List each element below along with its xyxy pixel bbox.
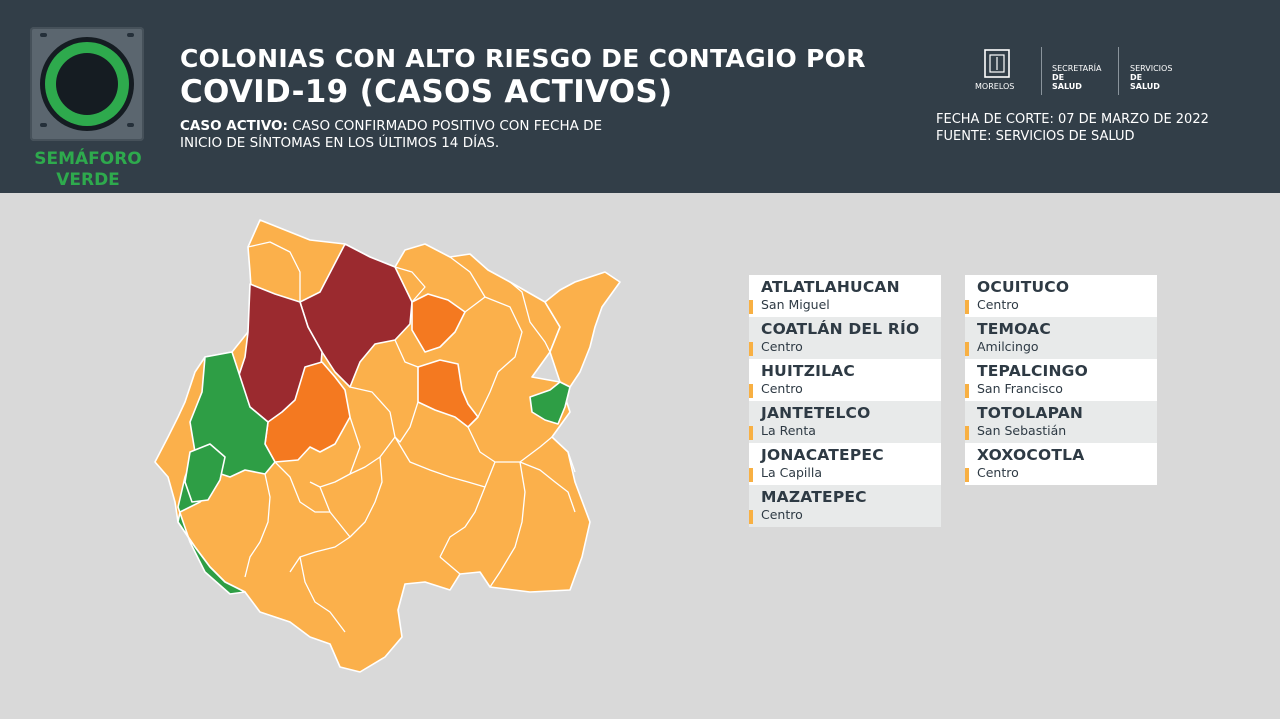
list-item: TEPALCINGO San Francisco bbox=[965, 359, 1157, 401]
screw-icon bbox=[127, 123, 134, 127]
meta-info: FECHA DE CORTE: 07 DE MARZO DE 2022 FUEN… bbox=[936, 111, 1209, 145]
orange-marker bbox=[749, 426, 753, 440]
colonia-name: Amilcingo bbox=[977, 339, 1039, 354]
list-item: MAZATEPEC Centro bbox=[749, 485, 941, 527]
colonia-name: San Francisco bbox=[977, 381, 1063, 396]
orange-marker bbox=[965, 342, 969, 356]
divider bbox=[1118, 47, 1119, 95]
servicios-label-1: SERVICIOS bbox=[1130, 64, 1173, 73]
colonia-name: Centro bbox=[761, 381, 803, 396]
badge-label-1: SEMÁFORO bbox=[34, 149, 142, 169]
traffic-light-badge bbox=[30, 27, 144, 141]
orange-marker bbox=[965, 426, 969, 440]
list-item: TEMOAC Amilcingo bbox=[965, 317, 1157, 359]
morelos-label: MORELOS bbox=[975, 82, 1015, 91]
orange-marker bbox=[749, 468, 753, 482]
definition-text-1: CASO CONFIRMADO POSITIVO CON FECHA DE bbox=[292, 118, 603, 134]
municipio-name: TEMOAC bbox=[977, 320, 1051, 338]
orange-marker bbox=[749, 300, 753, 314]
title-line-2: COVID-19 (CASOS ACTIVOS) bbox=[180, 74, 673, 110]
list-item: XOXOCOTLA Centro bbox=[965, 443, 1157, 485]
secretaria-label-2: DE SALUD bbox=[1052, 73, 1082, 91]
map-region-green bbox=[529, 381, 571, 425]
colonia-name: San Sebastián bbox=[977, 423, 1067, 438]
colonia-name: San Miguel bbox=[761, 297, 830, 312]
title-line-1: COLONIAS CON ALTO RIESGO DE CONTAGIO POR bbox=[180, 44, 866, 73]
badge-label-2: VERDE bbox=[56, 170, 120, 190]
orange-marker bbox=[749, 342, 753, 356]
definition-text-2: INICIO DE SÍNTOMAS EN LOS ÚLTIMOS 14 DÍA… bbox=[180, 135, 500, 151]
municipio-name: COATLÁN DEL RÍO bbox=[761, 320, 920, 338]
list-item: HUITZILAC Centro bbox=[749, 359, 941, 401]
list-item: COATLÁN DEL RÍO Centro bbox=[749, 317, 941, 359]
colonia-name: Centro bbox=[977, 465, 1019, 480]
municipio-name: OCUITUCO bbox=[977, 278, 1070, 296]
page-title: COLONIAS CON ALTO RIESGO DE CONTAGIO POR… bbox=[180, 44, 866, 110]
map-region-dark-orange bbox=[411, 293, 466, 353]
municipio-name: ATLATLAHUCAN bbox=[761, 278, 900, 296]
morelos-map bbox=[154, 219, 621, 673]
colonia-name: Centro bbox=[761, 339, 803, 354]
fecha-corte: FECHA DE CORTE: 07 DE MARZO DE 2022 bbox=[936, 112, 1209, 127]
colonia-name: Centro bbox=[761, 507, 803, 522]
definition: CASO ACTIVO: CASO CONFIRMADO POSITIVO CO… bbox=[180, 118, 680, 152]
municipio-name: XOXOCOTLA bbox=[977, 446, 1085, 464]
map-region-green bbox=[177, 351, 276, 595]
municipio-name: MAZATEPEC bbox=[761, 488, 867, 506]
orange-marker bbox=[965, 300, 969, 314]
orange-marker bbox=[965, 468, 969, 482]
morelos-shield-icon bbox=[984, 49, 1010, 78]
servicios-label-2: DE SALUD bbox=[1130, 73, 1160, 91]
colonia-name: La Renta bbox=[761, 423, 816, 438]
municipio-name: TOTOLAPAN bbox=[977, 404, 1084, 422]
municipio-name: HUITZILAC bbox=[761, 362, 855, 380]
municipio-name: JANTETELCO bbox=[761, 404, 871, 422]
fuente: FUENTE: SERVICIOS DE SALUD bbox=[936, 129, 1135, 144]
map-region-ne bbox=[544, 271, 621, 388]
list-item: JONACATEPEC La Capilla bbox=[749, 443, 941, 485]
map-region-dark-orange bbox=[264, 361, 351, 463]
screw-icon bbox=[40, 123, 47, 127]
definition-label: CASO ACTIVO: bbox=[180, 118, 288, 134]
municipio-name: JONACATEPEC bbox=[761, 446, 884, 464]
list-item: JANTETELCO La Renta bbox=[749, 401, 941, 443]
municipality-borders bbox=[244, 241, 576, 633]
map-region-green bbox=[184, 443, 226, 503]
orange-marker bbox=[749, 384, 753, 398]
list-item: OCUITUCO Centro bbox=[965, 275, 1157, 317]
traffic-light-icon bbox=[40, 37, 134, 131]
orange-marker bbox=[965, 384, 969, 398]
colonia-name: La Capilla bbox=[761, 465, 822, 480]
colonias-list-left: ATLATLAHUCAN San Miguel COATLÁN DEL RÍO Ce… bbox=[749, 275, 941, 527]
secretaria-label-1: SECRETARÍA bbox=[1052, 64, 1102, 73]
colonia-name: Centro bbox=[977, 297, 1019, 312]
municipio-name: TEPALCINGO bbox=[977, 362, 1088, 380]
list-item: ATLATLAHUCAN San Miguel bbox=[749, 275, 941, 317]
header: SEMÁFORO VERDE COLONIAS CON ALTO RIESGO … bbox=[0, 0, 1280, 193]
colonias-list-right: OCUITUCO Centro TEMOAC Amilcingo TEPALCING… bbox=[965, 275, 1157, 485]
screw-icon bbox=[40, 33, 47, 37]
list-item: TOTOLAPAN San Sebastián bbox=[965, 401, 1157, 443]
divider bbox=[1041, 47, 1042, 95]
orange-marker bbox=[749, 510, 753, 524]
screw-icon bbox=[127, 33, 134, 37]
